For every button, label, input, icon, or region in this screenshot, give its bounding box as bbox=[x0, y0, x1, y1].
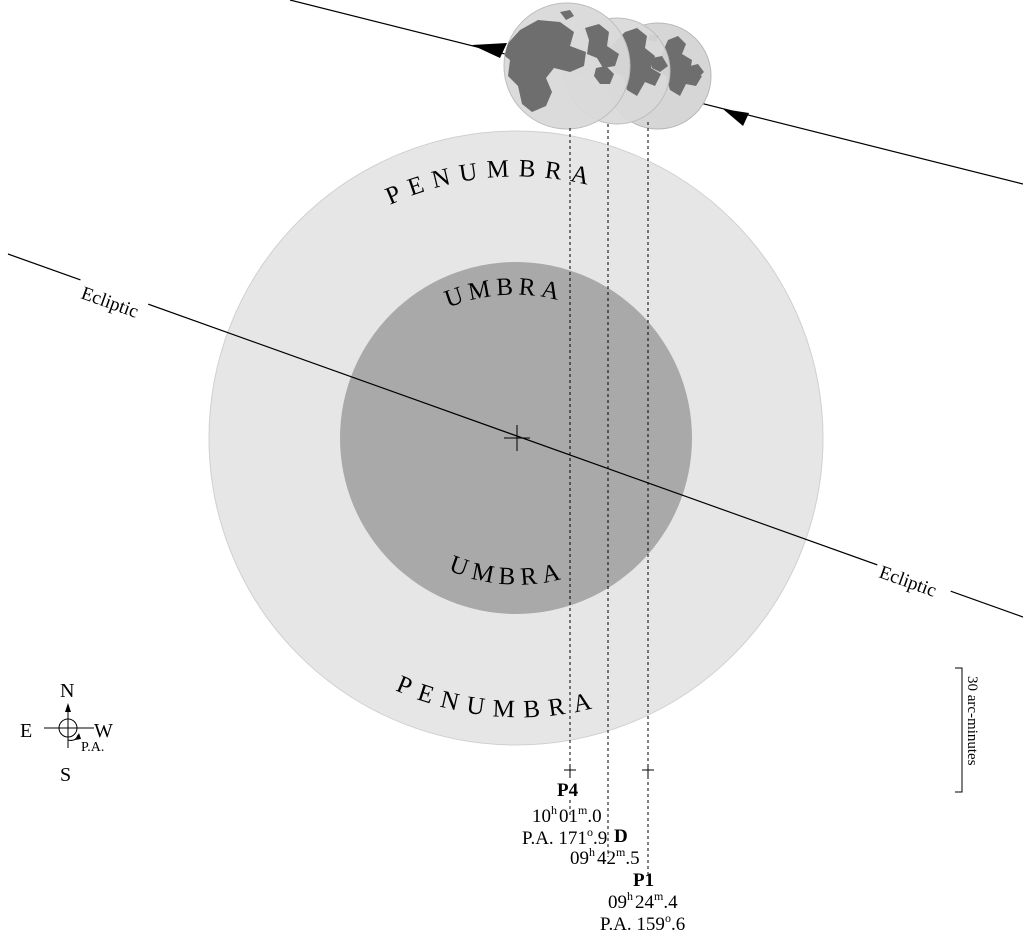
compass-north: N bbox=[60, 680, 74, 702]
ecliptic-line bbox=[7, 253, 1023, 618]
contact-p1: P1 09h 24m.4 P.A. 159o.6 bbox=[600, 870, 685, 935]
moon-path-arrow-left bbox=[472, 43, 507, 58]
p1-time: 09h 24m.4 bbox=[608, 889, 678, 913]
contact-guide-lines bbox=[569, 122, 649, 875]
p4-time: 10h 01m.0 bbox=[532, 803, 602, 827]
compass-rose: N S E W P.A. bbox=[20, 680, 113, 786]
compass-east: E bbox=[20, 720, 32, 742]
moon-path-arrow-right bbox=[723, 109, 749, 126]
p4-pa: P.A. 171o.9 bbox=[522, 825, 607, 849]
compass-pa: P.A. bbox=[81, 740, 104, 755]
contact-crosses bbox=[564, 764, 654, 776]
p1-name: P1 bbox=[633, 870, 654, 891]
d-time: 09h 42m.5 bbox=[570, 845, 640, 869]
contact-p4: P4 10h 01m.0 P.A. 171o.9 bbox=[522, 778, 607, 849]
scale-bar: 30 arc-minutes bbox=[955, 667, 980, 793]
contact-d: D 09h 42m.5 bbox=[570, 826, 640, 869]
p1-pa: P.A. 159o.6 bbox=[600, 911, 685, 935]
compass-west: W bbox=[94, 720, 113, 742]
moon-p4 bbox=[503, 2, 631, 130]
p4-name: P4 bbox=[557, 780, 579, 801]
compass-south: S bbox=[60, 764, 71, 786]
shadow-center-cross bbox=[504, 425, 530, 451]
d-name: D bbox=[614, 826, 628, 847]
scale-bar-label: 30 arc-minutes bbox=[964, 676, 980, 766]
